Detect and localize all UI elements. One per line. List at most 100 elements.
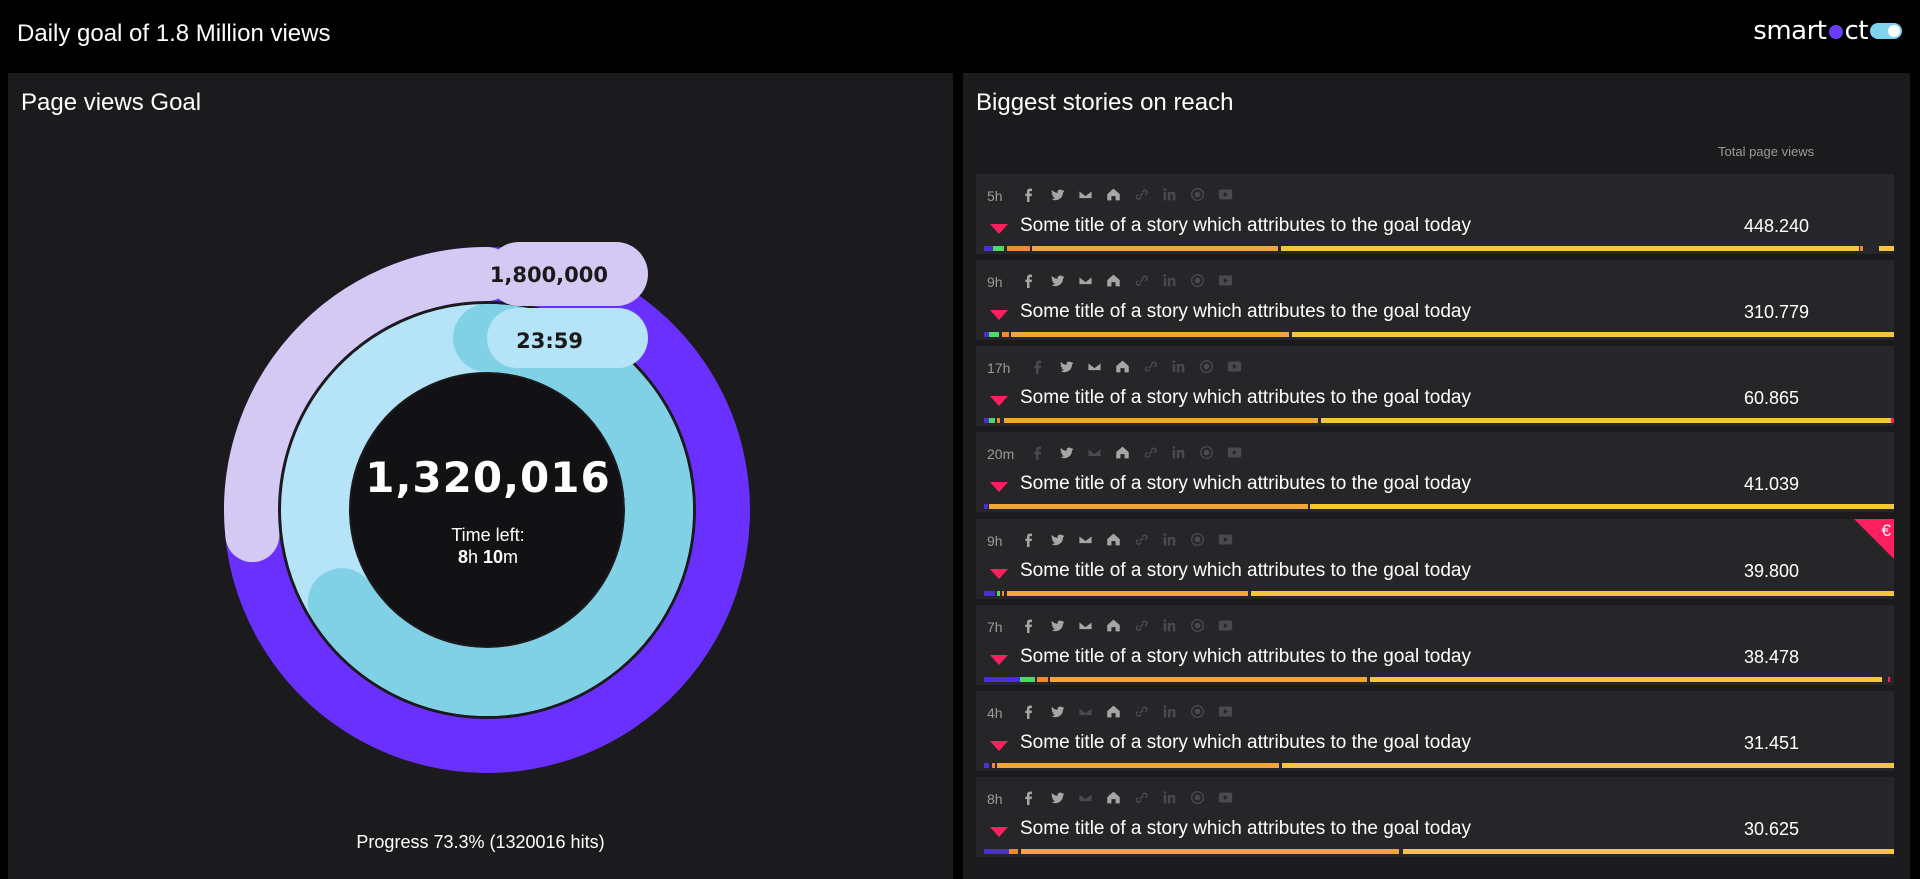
radio-icon	[1183, 701, 1211, 721]
facebook-icon	[1015, 615, 1043, 635]
time-elapsed-arc	[307, 304, 693, 716]
story-title[interactable]: Some title of a story which attributes t…	[1020, 560, 1471, 581]
story-source-segment	[1002, 591, 1004, 596]
goal-remaining-arc	[224, 247, 514, 563]
story-page-views: 448.240	[1744, 216, 1810, 236]
mail-icon	[1071, 270, 1099, 290]
story-source-segment	[996, 591, 1001, 596]
linkedin-icon	[1164, 442, 1192, 462]
story-age: 17h	[987, 360, 1011, 376]
story-age: 9h	[987, 274, 1003, 290]
story-source-segment	[1280, 246, 1859, 251]
mail-icon	[1071, 787, 1099, 807]
link-icon	[1136, 442, 1164, 462]
trend-down-icon	[990, 310, 1008, 320]
story-title[interactable]: Some title of a story which attributes t…	[1020, 646, 1471, 667]
home-icon	[1099, 615, 1127, 635]
trend-down-icon	[990, 741, 1008, 751]
story-source-segment	[1006, 591, 1248, 596]
link-icon	[1127, 270, 1155, 290]
youtube-icon	[1211, 701, 1239, 721]
story-page-views: 30.625	[1744, 819, 1800, 839]
story-source-segment	[996, 418, 1001, 423]
radio-icon	[1192, 356, 1220, 376]
home-icon	[1099, 270, 1127, 290]
total-page-views-header: Total page views	[1718, 144, 1815, 159]
linkedin-icon	[1155, 615, 1183, 635]
time-left-minutes: 10	[483, 547, 504, 567]
twitter-icon	[1052, 356, 1080, 376]
clock-label-pill	[487, 308, 648, 368]
linkedin-icon	[1155, 787, 1183, 807]
story-row[interactable]: 7h Some title of a story which attributes…	[976, 605, 1894, 685]
progress-text: Progress 73.3% (1320016 hits)	[356, 832, 605, 852]
mail-icon	[1071, 184, 1099, 204]
story-source-bar	[984, 849, 1894, 854]
story-source-segment	[1891, 418, 1894, 423]
story-source-segment	[1004, 418, 1318, 423]
facebook-icon	[1024, 356, 1052, 376]
twitter-icon	[1043, 701, 1071, 721]
story-page-views: 60.865	[1744, 388, 1800, 408]
story-source-segment	[984, 246, 994, 251]
share-source-icons	[1024, 442, 1248, 462]
youtube-icon	[1211, 615, 1239, 635]
story-source-segment	[984, 677, 1021, 682]
story-title[interactable]: Some title of a story which attributes t…	[1020, 732, 1471, 753]
story-row[interactable]: 20m Some title of a story which attribute…	[976, 432, 1894, 512]
time-left-hours: 8	[457, 547, 468, 567]
story-page-views: 38.478	[1744, 647, 1800, 667]
trend-down-icon	[990, 482, 1008, 492]
time-left-label: Time left:	[451, 525, 525, 545]
story-row[interactable]: 8h Some title of a story which attributes…	[976, 777, 1894, 857]
story-row[interactable]: 5h Some title of a story which attributes…	[976, 174, 1894, 254]
story-row[interactable]: 9h Some title of a story which attributes…	[976, 260, 1894, 340]
trend-down-icon	[990, 396, 1008, 406]
facebook-icon	[1015, 529, 1043, 549]
youtube-icon	[1220, 356, 1248, 376]
twitter-icon	[1043, 787, 1071, 807]
story-source-bar	[984, 504, 1894, 509]
story-title[interactable]: Some title of a story which attributes t…	[1020, 818, 1471, 839]
story-title[interactable]: Some title of a story which attributes t…	[1020, 387, 1471, 408]
logo-text-2: ct	[1844, 16, 1869, 46]
story-page-views: 310.779	[1744, 302, 1810, 322]
linkedin-icon	[1155, 184, 1183, 204]
story-source-segment	[1050, 677, 1368, 682]
twitter-icon	[1043, 270, 1071, 290]
story-source-segment	[984, 849, 1009, 854]
story-source-segment	[989, 332, 999, 337]
story-title[interactable]: Some title of a story which attributes t…	[1020, 473, 1471, 494]
story-page-views: 41.039	[1744, 474, 1800, 494]
twitter-icon	[1043, 184, 1071, 204]
story-source-segment	[993, 246, 1004, 251]
twitter-icon	[1052, 442, 1080, 462]
youtube-icon	[1211, 184, 1239, 204]
story-source-segment	[984, 418, 990, 423]
youtube-icon	[1211, 529, 1239, 549]
story-row[interactable]: 4h Some title of a story which attributes…	[976, 691, 1894, 771]
facebook-icon	[1015, 270, 1043, 290]
story-row[interactable]: 9h Some title of a story which attributes…	[976, 519, 1894, 599]
radio-icon	[1192, 442, 1220, 462]
story-source-segment	[1879, 246, 1894, 251]
story-source-segment	[984, 763, 990, 768]
story-source-segment	[984, 504, 988, 509]
mail-icon	[1071, 701, 1099, 721]
story-source-segment	[1320, 418, 1892, 423]
story-title[interactable]: Some title of a story which attributes t…	[1020, 301, 1471, 322]
share-source-icons	[1015, 787, 1239, 807]
linkedin-icon	[1164, 356, 1192, 376]
goal-label: 1,800,000	[489, 263, 608, 287]
story-title[interactable]: Some title of a story which attributes t…	[1020, 215, 1471, 236]
story-row[interactable]: 17h Some title of a story which attribute…	[976, 346, 1894, 426]
story-source-segment	[1020, 677, 1035, 682]
facebook-icon	[1015, 701, 1043, 721]
goal-label-pill	[487, 242, 648, 306]
share-source-icons	[1015, 529, 1239, 549]
link-icon	[1127, 529, 1155, 549]
twitter-icon	[1043, 529, 1071, 549]
home-icon	[1099, 701, 1127, 721]
trend-down-icon	[990, 224, 1008, 234]
story-source-bar	[984, 246, 1894, 251]
